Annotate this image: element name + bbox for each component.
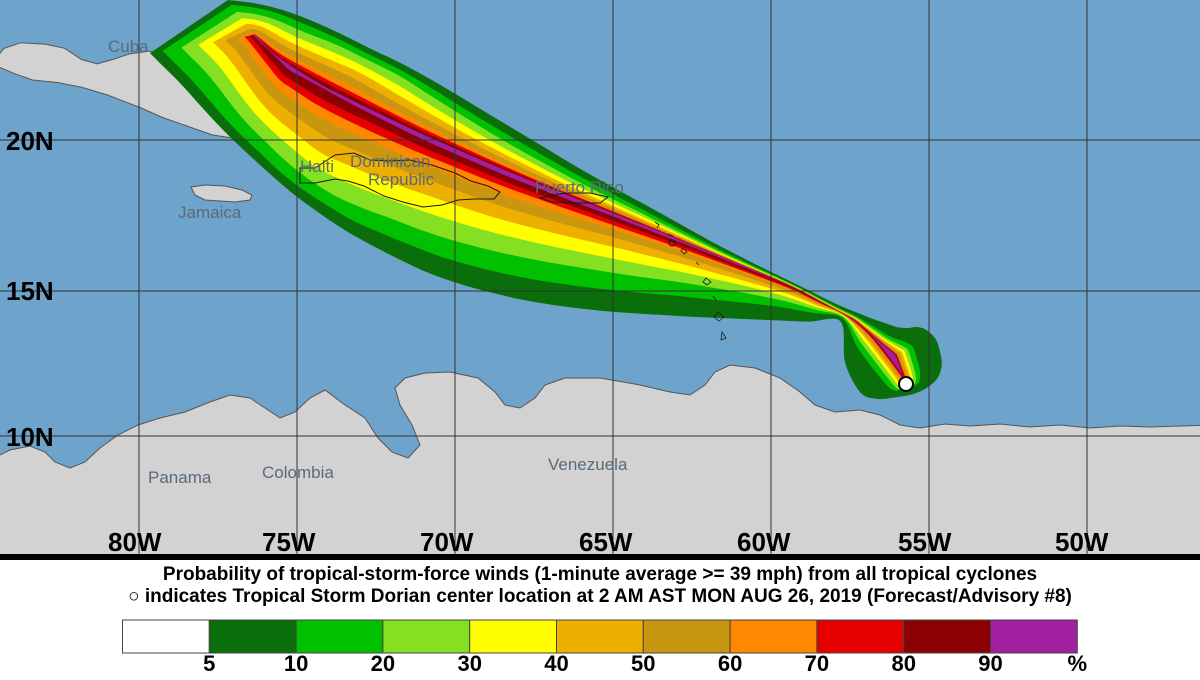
- svg-text:55W: 55W: [898, 527, 952, 557]
- svg-text:Haiti: Haiti: [300, 157, 334, 176]
- svg-text:40: 40: [544, 651, 568, 675]
- svg-text:5: 5: [203, 651, 215, 675]
- svg-text:90: 90: [978, 651, 1002, 675]
- svg-text:80: 80: [891, 651, 915, 675]
- svg-text:Jamaica: Jamaica: [178, 203, 242, 222]
- svg-text:Probability of tropical-storm-: Probability of tropical-storm-force wind…: [163, 564, 1037, 585]
- svg-text:Dominican: Dominican: [350, 152, 430, 171]
- svg-text:75W: 75W: [262, 527, 316, 557]
- svg-text:65W: 65W: [579, 527, 633, 557]
- svg-text:10N: 10N: [6, 422, 54, 452]
- svg-text:Republic: Republic: [368, 170, 435, 189]
- svg-text:○ indicates Tropical Storm Dor: ○ indicates Tropical Storm Dorian center…: [128, 586, 1072, 607]
- svg-text:Panama: Panama: [148, 468, 212, 487]
- svg-text:20N: 20N: [6, 126, 54, 156]
- svg-text:30: 30: [457, 651, 481, 675]
- svg-text:70W: 70W: [420, 527, 474, 557]
- svg-text:50: 50: [631, 651, 655, 675]
- svg-text:Cuba: Cuba: [108, 37, 149, 56]
- svg-text:50W: 50W: [1055, 527, 1109, 557]
- svg-text:80W: 80W: [108, 527, 162, 557]
- svg-text:20: 20: [371, 651, 395, 675]
- svg-text:Colombia: Colombia: [262, 463, 334, 482]
- svg-text:10: 10: [284, 651, 308, 675]
- svg-text:%: %: [1068, 651, 1088, 675]
- svg-text:60: 60: [718, 651, 742, 675]
- svg-text:70: 70: [805, 651, 829, 675]
- svg-text:60W: 60W: [737, 527, 791, 557]
- svg-text:Venezuela: Venezuela: [548, 455, 628, 474]
- svg-text:Puerto Rico: Puerto Rico: [535, 178, 624, 197]
- svg-text:15N: 15N: [6, 276, 54, 306]
